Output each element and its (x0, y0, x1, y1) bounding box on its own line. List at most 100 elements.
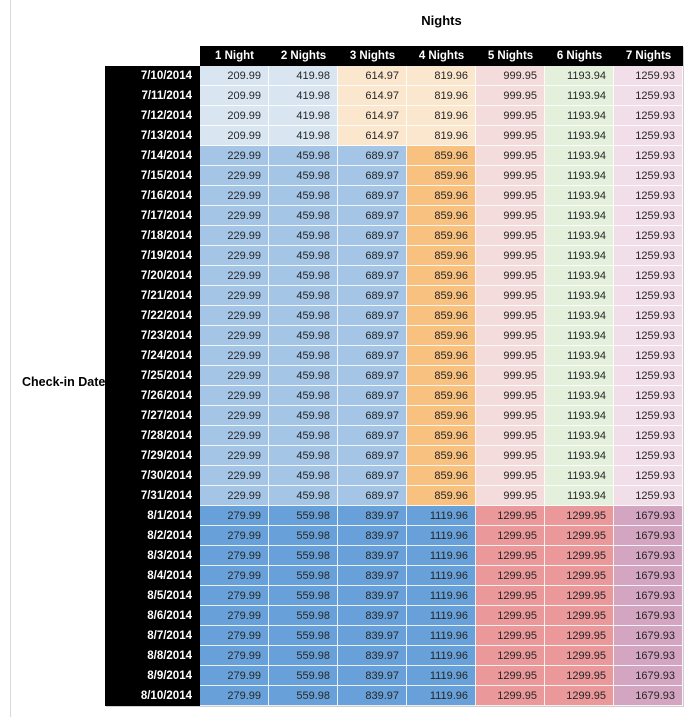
price-cell[interactable]: 559.98 (269, 626, 338, 646)
price-cell[interactable]: 1679.93 (614, 586, 683, 606)
price-cell[interactable]: 689.97 (338, 286, 407, 306)
price-cell[interactable]: 229.99 (200, 226, 269, 246)
checkin-date-cell[interactable]: 8/9/2014 (105, 666, 200, 686)
checkin-date-cell[interactable]: 7/15/2014 (105, 166, 200, 186)
checkin-date-cell[interactable]: 7/22/2014 (105, 306, 200, 326)
price-cell[interactable]: 1679.93 (614, 566, 683, 586)
price-cell[interactable]: 229.99 (200, 366, 269, 386)
price-cell[interactable]: 999.95 (476, 146, 545, 166)
price-cell[interactable]: 1299.95 (545, 526, 614, 546)
price-cell[interactable]: 999.95 (476, 66, 545, 86)
price-cell[interactable]: 459.98 (269, 406, 338, 426)
price-cell[interactable]: 689.97 (338, 446, 407, 466)
price-cell[interactable]: 459.98 (269, 446, 338, 466)
price-cell[interactable]: 1259.93 (614, 166, 683, 186)
checkin-date-cell[interactable]: 7/25/2014 (105, 366, 200, 386)
price-cell[interactable]: 999.95 (476, 226, 545, 246)
price-cell[interactable]: 999.95 (476, 286, 545, 306)
checkin-date-cell[interactable]: 7/20/2014 (105, 266, 200, 286)
price-cell[interactable]: 1259.93 (614, 406, 683, 426)
price-cell[interactable]: 999.95 (476, 266, 545, 286)
price-cell[interactable]: 1679.93 (614, 686, 683, 706)
price-cell[interactable]: 819.96 (407, 66, 476, 86)
checkin-date-cell[interactable]: 7/14/2014 (105, 146, 200, 166)
col-header-1-nights[interactable]: 1 Night (200, 46, 269, 66)
price-cell[interactable]: 614.97 (338, 66, 407, 86)
price-cell[interactable]: 859.96 (407, 266, 476, 286)
price-cell[interactable]: 1299.95 (545, 506, 614, 526)
price-cell[interactable]: 209.99 (200, 126, 269, 146)
checkin-date-cell[interactable]: 7/23/2014 (105, 326, 200, 346)
price-cell[interactable]: 1193.94 (545, 406, 614, 426)
price-cell[interactable]: 1679.93 (614, 546, 683, 566)
price-cell[interactable]: 279.99 (200, 546, 269, 566)
price-cell[interactable]: 1193.94 (545, 426, 614, 446)
price-cell[interactable]: 1193.94 (545, 486, 614, 506)
price-cell[interactable]: 459.98 (269, 186, 338, 206)
price-cell[interactable]: 1259.93 (614, 266, 683, 286)
price-cell[interactable]: 559.98 (269, 606, 338, 626)
price-cell[interactable]: 689.97 (338, 306, 407, 326)
checkin-date-cell[interactable]: 8/8/2014 (105, 646, 200, 666)
price-cell[interactable]: 859.96 (407, 286, 476, 306)
col-header-2-nights[interactable]: 2 Nights (269, 46, 338, 66)
price-cell[interactable]: 999.95 (476, 86, 545, 106)
price-cell[interactable]: 859.96 (407, 206, 476, 226)
price-cell[interactable]: 689.97 (338, 466, 407, 486)
price-cell[interactable]: 279.99 (200, 666, 269, 686)
price-cell[interactable]: 999.95 (476, 406, 545, 426)
price-cell[interactable]: 1259.93 (614, 386, 683, 406)
checkin-date-cell[interactable]: 8/3/2014 (105, 546, 200, 566)
checkin-date-cell[interactable]: 7/18/2014 (105, 226, 200, 246)
price-cell[interactable]: 1119.96 (407, 546, 476, 566)
price-cell[interactable]: 1259.93 (614, 126, 683, 146)
col-header-6-nights[interactable]: 6 Nights (545, 46, 614, 66)
price-cell[interactable]: 1259.93 (614, 446, 683, 466)
price-cell[interactable]: 859.96 (407, 246, 476, 266)
price-cell[interactable]: 209.99 (200, 86, 269, 106)
price-cell[interactable]: 459.98 (269, 386, 338, 406)
price-cell[interactable]: 1299.95 (545, 566, 614, 586)
price-cell[interactable]: 999.95 (476, 166, 545, 186)
price-cell[interactable]: 459.98 (269, 266, 338, 286)
price-cell[interactable]: 1193.94 (545, 66, 614, 86)
price-cell[interactable]: 559.98 (269, 646, 338, 666)
price-cell[interactable]: 229.99 (200, 146, 269, 166)
price-cell[interactable]: 229.99 (200, 166, 269, 186)
price-cell[interactable]: 279.99 (200, 526, 269, 546)
price-cell[interactable]: 1119.96 (407, 666, 476, 686)
price-cell[interactable]: 999.95 (476, 326, 545, 346)
price-cell[interactable]: 1119.96 (407, 586, 476, 606)
price-cell[interactable]: 229.99 (200, 426, 269, 446)
price-cell[interactable]: 1679.93 (614, 626, 683, 646)
price-cell[interactable]: 559.98 (269, 586, 338, 606)
price-cell[interactable]: 1119.96 (407, 626, 476, 646)
price-cell[interactable]: 279.99 (200, 626, 269, 646)
price-cell[interactable]: 1193.94 (545, 146, 614, 166)
price-cell[interactable]: 229.99 (200, 446, 269, 466)
price-cell[interactable]: 1299.95 (545, 626, 614, 646)
price-cell[interactable]: 839.97 (338, 526, 407, 546)
checkin-date-cell[interactable]: 7/27/2014 (105, 406, 200, 426)
price-cell[interactable]: 819.96 (407, 126, 476, 146)
price-cell[interactable]: 1119.96 (407, 646, 476, 666)
col-header-4-nights[interactable]: 4 Nights (407, 46, 476, 66)
price-cell[interactable]: 1299.95 (545, 586, 614, 606)
price-cell[interactable]: 1299.95 (476, 526, 545, 546)
price-cell[interactable]: 614.97 (338, 106, 407, 126)
price-cell[interactable]: 1299.95 (476, 666, 545, 686)
price-cell[interactable]: 1119.96 (407, 526, 476, 546)
price-cell[interactable]: 1119.96 (407, 686, 476, 706)
checkin-date-cell[interactable]: 7/30/2014 (105, 466, 200, 486)
price-cell[interactable]: 229.99 (200, 326, 269, 346)
col-header-5-nights[interactable]: 5 Nights (476, 46, 545, 66)
price-cell[interactable]: 279.99 (200, 566, 269, 586)
price-cell[interactable]: 1259.93 (614, 206, 683, 226)
price-cell[interactable]: 1193.94 (545, 306, 614, 326)
price-cell[interactable]: 1259.93 (614, 86, 683, 106)
price-cell[interactable]: 229.99 (200, 266, 269, 286)
price-cell[interactable]: 859.96 (407, 426, 476, 446)
price-cell[interactable]: 1193.94 (545, 366, 614, 386)
price-cell[interactable]: 859.96 (407, 486, 476, 506)
price-cell[interactable]: 859.96 (407, 146, 476, 166)
